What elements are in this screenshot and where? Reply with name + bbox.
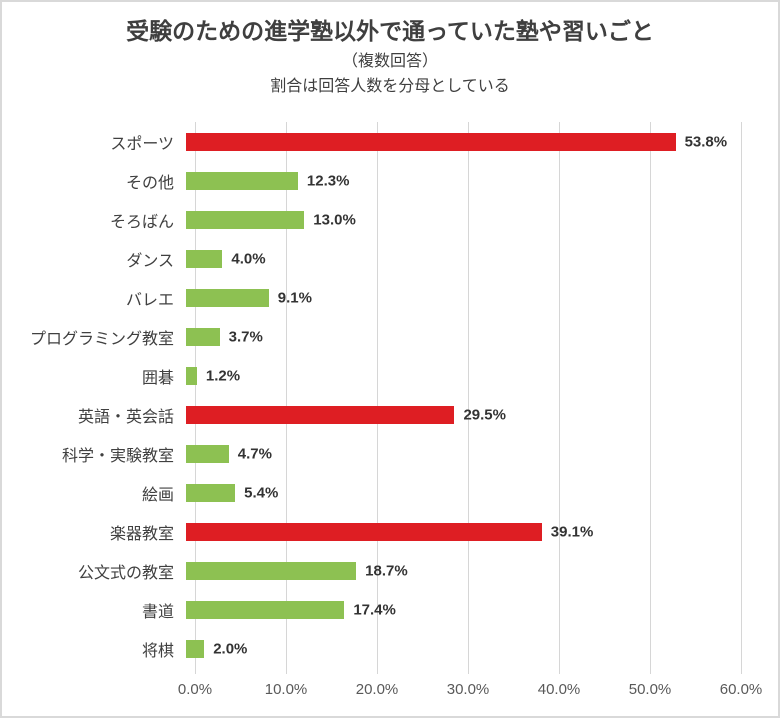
x-axis: 0.0% 10.0% 20.0% 30.0% 40.0% 50.0% 60.0% (178, 668, 762, 708)
value-label: 12.3% (306, 172, 350, 190)
x-tick-label: 60.0% (719, 681, 763, 699)
bar-row: 囲碁 1.2% (2, 356, 778, 395)
bar (186, 600, 345, 619)
bar-row: 英語・英会話 29.5% (2, 395, 778, 434)
chart-title: 受験のための進学塾以外で通っていた塾や習いごと (126, 18, 654, 44)
x-tick-label: 10.0% (264, 681, 308, 699)
bar (186, 210, 305, 229)
value-label: 9.1% (277, 289, 312, 307)
bar (186, 483, 236, 502)
bar-track: 4.0% (185, 239, 731, 278)
bar-track: 2.0% (185, 629, 731, 668)
bar (186, 171, 298, 190)
value-label: 13.0% (313, 211, 356, 229)
bar-row: そろばん 13.0% (2, 200, 778, 239)
value-label: 5.4% (244, 484, 279, 502)
bar-track: 3.7% (185, 317, 731, 356)
bar-track: 53.8% (185, 122, 731, 161)
value-label: 4.0% (231, 250, 266, 268)
chart-header: 受験のための進学塾以外で通っていた塾や習いごと （複数回答） 割合は回答人数を分… (2, 2, 778, 96)
bar (186, 288, 269, 307)
bar-track: 39.1% (185, 512, 731, 551)
chart-subtitle-multi-answer: （複数回答） (341, 52, 438, 70)
x-tick-label: 20.0% (355, 681, 399, 699)
category-label: 囲碁 (141, 369, 174, 387)
chart-subtitle-denominator-note: 割合は回答人数を分母としている (270, 77, 510, 95)
bar-highlight (186, 132, 676, 151)
value-label: 2.0% (213, 640, 248, 658)
bar-row: 公文式の教室 18.7% (2, 551, 778, 590)
bar-track: 9.1% (185, 278, 731, 317)
category-label: プログラミング教室 (29, 330, 174, 348)
category-label: その他 (125, 174, 174, 192)
value-label: 17.4% (353, 601, 396, 619)
bar (186, 639, 205, 658)
category-label: 将棋 (141, 642, 174, 660)
bar-track: 17.4% (185, 590, 731, 629)
value-label: 4.7% (237, 445, 272, 463)
category-label: 書道 (141, 603, 174, 621)
bar-row: ダンス 4.0% (2, 239, 778, 278)
bar-row: その他 12.3% (2, 161, 778, 200)
value-label: 18.7% (365, 562, 408, 580)
category-label: 楽器教室 (109, 525, 174, 543)
bar-chart: スポーツ 53.8% その他 12.3% そろばん 13.0% ダンス 4.0% バレエ 9.1%… (2, 122, 778, 708)
bar-track: 12.3% (185, 161, 731, 200)
category-label: そろばん (109, 213, 174, 231)
bar-highlight (186, 405, 455, 424)
bar-row: 将棋 2.0% (2, 629, 778, 668)
value-label: 53.8% (684, 133, 728, 151)
bar-row: スポーツ 53.8% (2, 122, 778, 161)
x-tick-label: 0.0% (177, 681, 213, 699)
bar-row: 絵画 5.4% (2, 473, 778, 512)
bar (186, 327, 220, 346)
category-label: ダンス (126, 252, 174, 270)
bar-row: プログラミング教室 3.7% (2, 317, 778, 356)
bar-row: 科学・実験教室 4.7% (2, 434, 778, 473)
bar-track: 29.5% (185, 395, 731, 434)
category-label: 科学・実験教室 (61, 447, 174, 465)
category-label: 公文式の教室 (77, 564, 174, 582)
value-label: 3.7% (228, 328, 263, 346)
bar (186, 249, 223, 268)
bar-track: 5.4% (185, 473, 731, 512)
value-label: 1.2% (205, 367, 241, 385)
bar-track: 4.7% (185, 434, 731, 473)
value-label: 39.1% (550, 523, 594, 541)
bar (186, 366, 197, 385)
bar (186, 561, 357, 580)
value-label: 29.5% (463, 406, 506, 424)
category-label: スポーツ (110, 135, 174, 153)
bar-track: 18.7% (185, 551, 731, 590)
category-label: 絵画 (141, 486, 174, 504)
category-label: 英語・英会話 (77, 408, 174, 426)
bar (186, 444, 229, 463)
bar-rows: スポーツ 53.8% その他 12.3% そろばん 13.0% ダンス 4.0% バレエ 9.1%… (2, 122, 778, 668)
bar-highlight (186, 522, 542, 541)
bar-track: 1.2% (185, 356, 731, 395)
bar-row: 書道 17.4% (2, 590, 778, 629)
x-tick-label: 50.0% (628, 681, 672, 699)
bar-track: 13.0% (185, 200, 731, 239)
bar-row: バレエ 9.1% (2, 278, 778, 317)
bar-row: 楽器教室 39.1% (2, 512, 778, 551)
x-tick-label: 30.0% (446, 681, 490, 699)
category-label: バレエ (125, 291, 174, 309)
x-tick-label: 40.0% (537, 681, 581, 699)
